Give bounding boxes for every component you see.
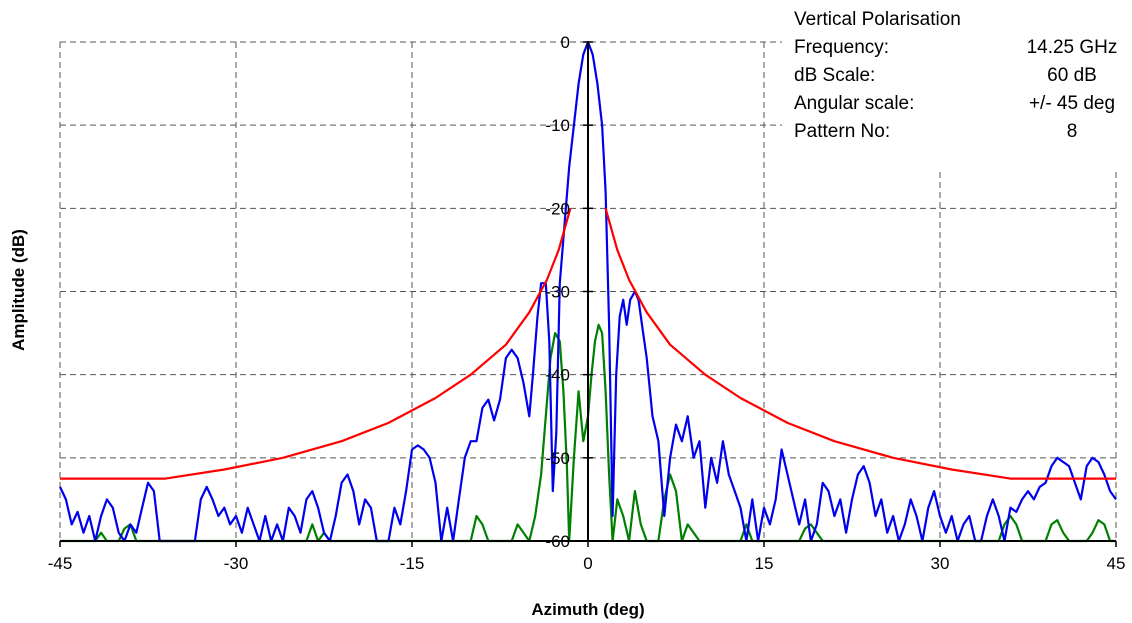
info-panel: Vertical Polarisation Frequency: 14.25 GHz…: [794, 9, 1117, 142]
copolar-line: [59, 40, 1117, 543]
info-label: dB Scale:: [794, 65, 875, 86]
y-tick-label: -50: [545, 449, 570, 468]
x-tick-label: -15: [400, 554, 425, 573]
info-value: 14.25 GHz: [1027, 37, 1118, 58]
tick-labels: -45 -30 -15 0 15 30 45 0 -10 -20 -30 -40 -50 -60: [48, 33, 1126, 573]
x-tick-label: 45: [1107, 554, 1126, 573]
info-value: 60 dB: [1047, 65, 1097, 86]
info-label: Pattern No:: [794, 121, 890, 142]
x-tick-label: 0: [583, 554, 592, 573]
info-label: Frequency:: [794, 37, 889, 58]
axes: [59, 41, 1117, 547]
x-tick-label: -45: [48, 554, 73, 573]
x-tick-label: 15: [755, 554, 774, 573]
plot-series: [59, 40, 1117, 543]
info-label: Vertical Polarisation: [794, 9, 961, 30]
y-tick-label: -30: [545, 283, 570, 302]
y-tick-label: -20: [545, 199, 570, 218]
mask-line: [60, 208, 572, 480]
x-tick-label: 30: [931, 554, 950, 573]
x-tick-label: -30: [224, 554, 249, 573]
info-label: Angular scale:: [794, 93, 914, 114]
y-axis-title: Amplitude (dB): [9, 229, 28, 351]
info-value: +/- 45 deg: [1029, 93, 1115, 114]
y-tick-label: -60: [545, 532, 570, 551]
y-tick-label: 0: [561, 33, 570, 52]
x-axis-title: Azimuth (deg): [531, 600, 644, 619]
mask-line: [604, 208, 1116, 480]
info-value: 8: [1067, 121, 1078, 142]
y-tick-label: -10: [545, 116, 570, 135]
info-panel-background: [782, 0, 1122, 172]
y-tick-label: -40: [545, 366, 570, 385]
